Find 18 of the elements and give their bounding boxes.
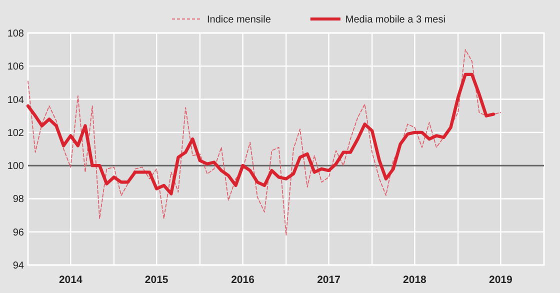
y-tick-label: 106 [7,62,24,73]
y-tick-label: 102 [7,128,24,139]
line-series [28,49,502,236]
y-tick-label: 104 [7,94,24,106]
y-tick-label: 96 [12,227,24,238]
x-tick-label: 2017 [317,274,341,286]
x-tick-label: 2015 [144,274,168,286]
y-tick-label: 94 [12,260,24,272]
legend-label: Indice mensile [207,14,272,26]
y-tick-label: 98 [12,194,24,206]
x-tick-label: 2019 [488,274,513,286]
y-tick-label: 108 [7,28,24,40]
legend-label: Media mobile a 3 mesi [345,14,446,26]
x-tick-label: 2014 [58,274,82,286]
line-series [26,72,496,196]
y-tick-label: 100 [7,161,24,172]
x-tick-label: 2018 [403,274,427,286]
x-tick-label: 2016 [231,274,255,286]
